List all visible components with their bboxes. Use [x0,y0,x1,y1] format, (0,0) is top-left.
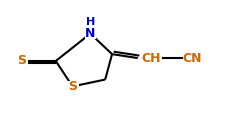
Text: CH: CH [142,52,161,65]
Text: H: H [86,17,95,27]
Bar [15,56,28,66]
Bar [85,28,96,39]
Bar [183,53,201,63]
Bar [66,81,79,92]
Bar [141,53,162,63]
Text: CN: CN [182,52,202,65]
Text: S: S [68,80,77,93]
Text: N: N [85,27,96,40]
Text: S: S [17,54,26,68]
